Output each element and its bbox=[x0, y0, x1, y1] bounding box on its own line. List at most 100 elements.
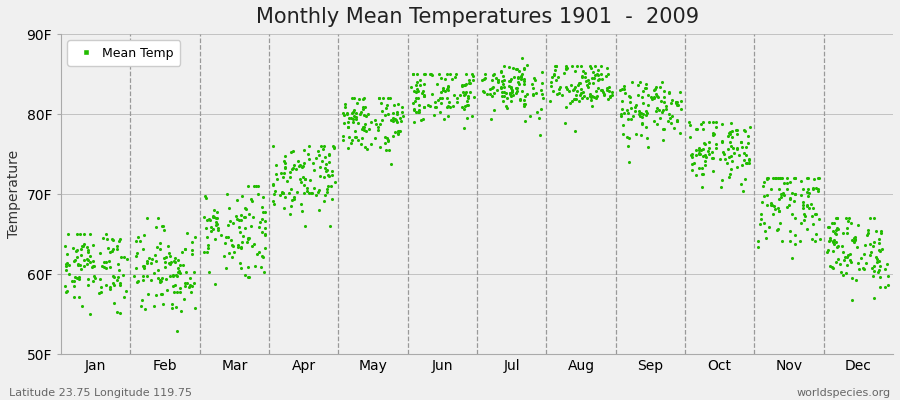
Point bbox=[766, 175, 780, 181]
Point bbox=[60, 231, 75, 237]
Point bbox=[696, 126, 710, 132]
Point bbox=[273, 192, 287, 198]
Point bbox=[58, 289, 73, 296]
Point bbox=[277, 163, 292, 170]
Point bbox=[695, 184, 709, 190]
Point bbox=[649, 91, 663, 97]
Point bbox=[526, 81, 540, 88]
Point bbox=[409, 88, 423, 95]
Point bbox=[436, 87, 450, 93]
Point bbox=[346, 95, 361, 101]
Point bbox=[179, 269, 194, 275]
Point bbox=[197, 214, 211, 221]
Point bbox=[663, 114, 678, 121]
Point bbox=[544, 82, 558, 89]
Point bbox=[730, 146, 744, 152]
Point bbox=[446, 103, 460, 110]
Point bbox=[107, 300, 122, 306]
Point bbox=[673, 130, 688, 136]
Point bbox=[173, 284, 187, 291]
Point bbox=[202, 269, 216, 275]
Point bbox=[651, 94, 665, 100]
Point bbox=[568, 84, 582, 90]
Point bbox=[536, 94, 550, 101]
Point bbox=[771, 185, 786, 192]
Point bbox=[407, 119, 421, 126]
Point bbox=[757, 193, 771, 199]
Point bbox=[852, 266, 867, 273]
Point bbox=[302, 156, 317, 163]
Point bbox=[757, 220, 771, 226]
Point bbox=[218, 240, 232, 246]
Point bbox=[206, 213, 220, 220]
Point bbox=[590, 70, 604, 77]
Point bbox=[845, 236, 859, 243]
Point bbox=[874, 230, 888, 236]
Point bbox=[68, 256, 82, 263]
Point bbox=[464, 71, 479, 77]
Point bbox=[485, 85, 500, 91]
Point bbox=[657, 99, 671, 106]
Point bbox=[794, 178, 808, 184]
Point bbox=[477, 70, 491, 77]
Point bbox=[497, 76, 511, 83]
Point bbox=[827, 241, 842, 247]
Point bbox=[616, 110, 631, 116]
Point bbox=[758, 228, 772, 234]
Point bbox=[325, 196, 339, 203]
Point bbox=[873, 248, 887, 255]
Point bbox=[357, 95, 372, 101]
Point bbox=[502, 90, 517, 97]
Point bbox=[517, 78, 531, 84]
Point bbox=[305, 160, 320, 166]
Point bbox=[287, 194, 302, 200]
Point bbox=[549, 63, 563, 69]
Point bbox=[737, 157, 751, 164]
Point bbox=[830, 244, 844, 250]
Point bbox=[843, 256, 858, 263]
Point bbox=[526, 92, 540, 98]
Point bbox=[129, 253, 143, 259]
Point bbox=[205, 213, 220, 220]
Point bbox=[406, 71, 420, 77]
Point bbox=[506, 92, 520, 98]
Point bbox=[670, 102, 685, 108]
Point bbox=[436, 116, 451, 122]
Point bbox=[491, 77, 506, 83]
Point bbox=[342, 134, 356, 140]
Point bbox=[241, 264, 256, 270]
Point bbox=[141, 254, 156, 261]
Point bbox=[771, 205, 786, 212]
Point bbox=[153, 246, 167, 253]
Point bbox=[368, 116, 382, 123]
Point bbox=[756, 183, 770, 190]
Point bbox=[830, 225, 844, 232]
Point bbox=[587, 94, 601, 100]
Point bbox=[313, 164, 328, 170]
Point bbox=[580, 82, 594, 88]
Point bbox=[535, 69, 549, 75]
Point bbox=[294, 164, 309, 170]
Point bbox=[689, 152, 704, 158]
Point bbox=[504, 93, 518, 100]
Point bbox=[550, 91, 564, 98]
Point bbox=[157, 223, 171, 229]
Point bbox=[257, 225, 272, 231]
Point bbox=[275, 189, 290, 196]
Point bbox=[283, 174, 297, 180]
Point bbox=[376, 95, 391, 101]
Point bbox=[598, 72, 613, 79]
Point bbox=[188, 305, 202, 311]
Point bbox=[511, 74, 526, 80]
Point bbox=[208, 236, 222, 242]
Point bbox=[867, 268, 881, 274]
Point bbox=[434, 100, 448, 106]
Point bbox=[688, 160, 702, 166]
Point bbox=[491, 78, 505, 85]
Point bbox=[828, 231, 842, 237]
Point bbox=[589, 88, 603, 94]
Point bbox=[519, 91, 534, 98]
Point bbox=[460, 95, 474, 102]
Point bbox=[557, 70, 572, 76]
Point bbox=[588, 63, 602, 69]
